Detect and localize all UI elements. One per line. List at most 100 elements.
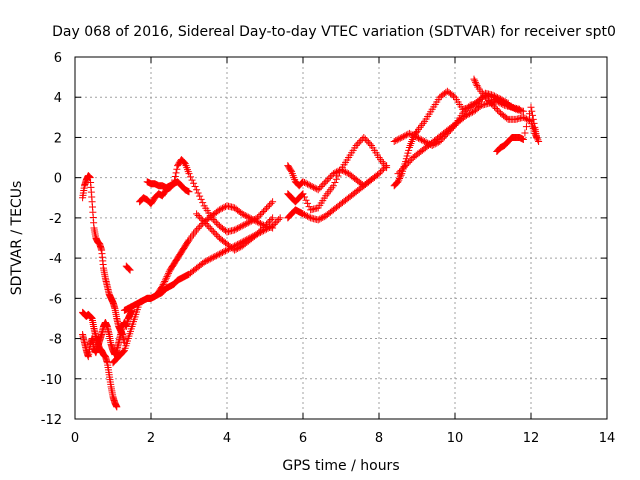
data-point [211,217,219,225]
data-point [266,201,274,209]
data-point [171,176,179,184]
data-point [267,215,275,223]
data-point [331,178,339,186]
data-point [486,98,494,106]
data-point [164,269,172,277]
data-series [109,202,277,367]
data-point [209,253,217,261]
data-point [522,115,530,123]
data-point [390,137,398,145]
data-point [332,168,340,176]
data-point [196,223,204,231]
data-point [323,176,331,184]
data-point [205,256,213,264]
data-point [126,266,134,274]
data-point [161,277,169,285]
data-point [263,220,271,228]
data-series [122,262,134,274]
data-point [212,231,220,239]
data-point [235,224,243,232]
data-point [320,179,328,187]
data-point [256,227,264,235]
data-point [470,75,478,83]
data-point [494,106,502,114]
data-point [329,170,337,178]
plot-area-border [74,56,608,420]
data-point [499,100,507,108]
data-point [407,130,415,138]
data-point [163,273,171,281]
data-point [202,257,210,265]
data-point [120,347,128,355]
data-point [383,164,391,172]
data-point [238,222,246,230]
data-point [125,265,133,273]
y-tick-label: 4 [54,91,62,106]
data-point [237,223,245,231]
data-point [494,98,502,106]
data-point [264,219,272,227]
data-point [180,158,188,166]
data-point [521,129,529,137]
data-point [190,179,198,187]
data-point [322,178,330,186]
data-point [402,131,410,139]
data-point [208,226,216,234]
data-point [363,137,371,145]
data-point [419,137,427,145]
data-point [258,225,266,233]
data-point [200,258,208,266]
data-point [496,99,504,107]
data-point [527,103,535,111]
x-tick-label: 4 [223,431,231,446]
data-point [492,104,500,112]
data-point [218,204,226,212]
data-point [160,279,168,287]
data-point [408,131,416,139]
data-point [319,181,327,189]
data-point [253,214,261,222]
data-point [208,214,216,222]
data-point [337,166,345,174]
data-point [418,136,426,144]
data-point [211,253,219,261]
y-tick-label: 0 [54,172,62,187]
data-point [493,97,501,105]
data-point [199,216,207,224]
data-point [329,182,337,190]
x-tick-label: 8 [375,431,383,446]
data-point [331,169,339,177]
data-point [396,134,404,142]
data-point [354,140,362,148]
data-point [393,136,401,144]
data-point [492,93,500,101]
data-point [191,183,199,191]
data-point [313,185,321,193]
data-point [476,102,484,110]
data-point [232,225,240,233]
data-point [223,246,231,254]
data-point [465,110,473,118]
data-point [398,133,406,141]
data-point [263,204,271,212]
data-point [402,162,410,170]
data-point [215,250,223,258]
data-point [164,271,172,279]
data-point [243,220,251,228]
data-point [481,93,489,101]
data-point [162,274,170,282]
data-point [373,171,381,179]
data-point [394,178,402,186]
data-point [196,192,204,200]
data-point [231,246,239,254]
data-point [209,215,217,223]
data-series [284,133,391,214]
data-point [261,206,269,214]
data-series [143,156,277,236]
axis-ticks [74,56,608,420]
data-point [301,211,309,219]
data-point [308,183,316,191]
data-point [125,265,133,273]
data-point [396,168,404,176]
